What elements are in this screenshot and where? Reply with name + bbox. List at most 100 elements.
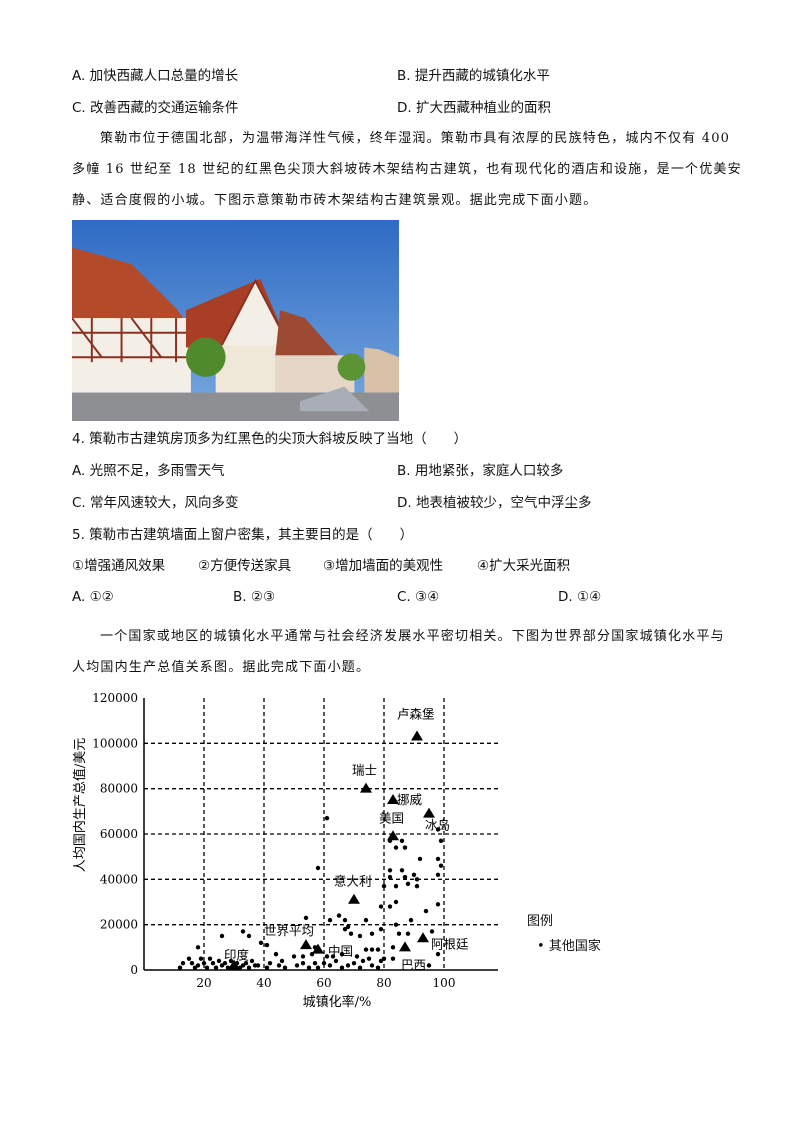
q5-item: ③增加墙面的美观性 (323, 558, 444, 574)
other-country-point (324, 954, 330, 959)
other-country-point (345, 963, 351, 968)
other-country-point (192, 965, 198, 970)
other-country-point (264, 965, 270, 970)
other-country-point (333, 958, 339, 964)
passage1-line: 策勒市位于德国北部，为温带海洋性气候，终年湿润。策勒市具有浓厚的民族特色，城内不… (100, 131, 731, 146)
country-label: 卢森堡 (397, 707, 435, 722)
other-country-point (387, 874, 393, 880)
other-country-point (324, 815, 330, 821)
other-country-point (354, 954, 360, 959)
other-country-point (387, 904, 393, 909)
q5-item: ④扩大采光面积 (477, 558, 571, 574)
other-country-point (366, 956, 372, 961)
y-axis-label: 人均国内生产总值/美元 (72, 738, 88, 872)
passage1-line: 多幢 16 世纪至 18 世纪的红黑色尖顶大斜坡砖木架结构古建筑，也有现代化的酒… (72, 162, 742, 177)
other-country-point (414, 877, 420, 882)
other-country-point (219, 933, 225, 939)
country-triangle-marker (423, 807, 435, 818)
q4-option-a: A. 光照不足，多雨雪天气 (72, 463, 225, 479)
other-country-point (426, 963, 432, 968)
other-country-point (240, 963, 246, 968)
other-country-point (186, 956, 192, 961)
other-country-point (336, 913, 342, 918)
country-label: 冰岛 (425, 818, 450, 833)
x-tick-label: 60 (316, 976, 331, 990)
y-tick-label: 80000 (100, 782, 138, 796)
country-label: 瑞士 (352, 763, 377, 778)
other-country-point (357, 933, 363, 939)
other-country-point (342, 917, 348, 923)
other-country-point (399, 838, 405, 843)
other-country-point (327, 963, 333, 968)
other-country-point (249, 958, 255, 964)
other-country-point (348, 931, 354, 936)
country-triangle-marker (411, 730, 423, 741)
other-country-point (339, 951, 345, 957)
other-country-point (435, 951, 441, 957)
prev-option-a: A. 加快西藏人口总量的增长 (72, 68, 239, 84)
q5-item: ①增强通风效果 (72, 558, 166, 574)
country-triangle-marker (360, 782, 372, 793)
other-country-point (243, 961, 249, 966)
other-country-point (414, 883, 420, 889)
other-country-point (429, 929, 435, 934)
other-country-point (327, 917, 333, 923)
other-country-point (438, 838, 444, 843)
other-country-point (393, 899, 399, 905)
prev-option-d: D. 扩大西藏种植业的面积 (397, 100, 551, 116)
y-tick-label: 20000 (100, 918, 138, 932)
y-tick-label: 100000 (92, 736, 138, 750)
x-tick-label: 80 (376, 976, 391, 990)
q5-option-d: D. ①④ (558, 589, 602, 605)
other-country-point (246, 933, 252, 939)
y-tick-label: 0 (130, 963, 138, 977)
other-country-point (276, 963, 282, 968)
other-country-point (312, 961, 318, 966)
other-country-point (195, 963, 201, 968)
other-country-point (255, 963, 261, 968)
other-country-point (378, 927, 384, 932)
country-label: 挪威 (397, 792, 423, 807)
country-triangle-marker (387, 794, 399, 804)
other-country-point (282, 965, 288, 970)
x-tick-label: 20 (196, 976, 211, 990)
x-tick-label: 40 (256, 976, 271, 990)
other-country-point (417, 856, 423, 862)
y-tick-label: 40000 (100, 872, 138, 886)
other-country-point (198, 956, 204, 961)
x-axis-label: 城镇化率/% (303, 994, 372, 1010)
other-country-point (393, 922, 399, 927)
other-country-point (408, 917, 414, 923)
other-country-point (300, 961, 306, 966)
prev-option-b: B. 提升西藏的城镇化水平 (397, 68, 550, 84)
country-label: 美国 (379, 810, 404, 825)
other-country-point (363, 917, 369, 923)
other-country-point (228, 958, 234, 964)
chart-legend: 图例 • 其他国家 (527, 910, 601, 954)
other-country-point (369, 931, 375, 936)
other-country-point (321, 961, 327, 966)
other-country-point (339, 965, 345, 970)
other-country-point (342, 927, 348, 932)
other-country-point (306, 965, 312, 970)
other-country-point (375, 965, 381, 970)
other-country-point (381, 956, 387, 961)
other-country-point (369, 963, 375, 968)
country-label: 巴西 (401, 957, 426, 972)
other-country-point (222, 961, 228, 966)
other-country-point (351, 961, 357, 966)
legend-title: 图例 (527, 914, 554, 929)
other-country-point (435, 902, 441, 907)
other-country-point (303, 915, 309, 921)
other-country-point (207, 956, 213, 961)
other-country-point (402, 874, 408, 880)
other-country-point (315, 965, 321, 970)
half-timbered-buildings-photo (72, 220, 399, 421)
other-country-point (177, 965, 183, 970)
country-label: 中国 (328, 944, 353, 959)
other-country-point (411, 872, 417, 877)
other-country-point (378, 958, 384, 964)
other-country-point (300, 954, 306, 959)
other-country-point (240, 929, 246, 934)
q5-option-c: C. ③④ (397, 589, 440, 605)
